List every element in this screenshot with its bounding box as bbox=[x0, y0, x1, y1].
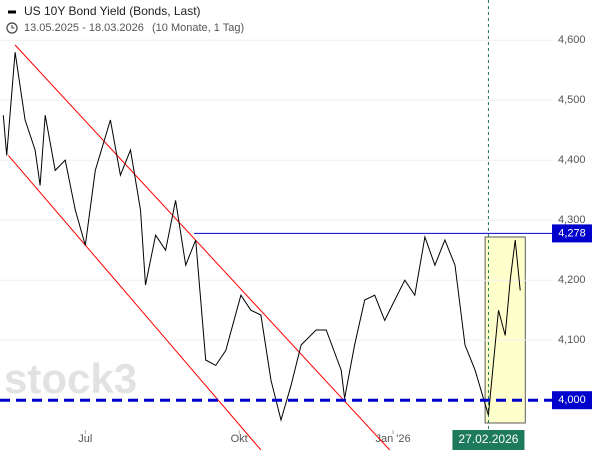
chart-title: US 10Y Bond Yield (Bonds, Last) bbox=[24, 4, 201, 18]
watermark: stock3 bbox=[4, 355, 137, 402]
clock-hands bbox=[11, 25, 15, 29]
y-tick-label: 4,200 bbox=[558, 274, 586, 286]
level-label-box bbox=[552, 391, 592, 410]
subtitle: 13.05.2025 - 18.03.2026 bbox=[24, 22, 144, 34]
crosshair-label-box bbox=[452, 430, 525, 450]
level-label-box bbox=[552, 224, 592, 243]
y-tick-label: 4,400 bbox=[558, 154, 586, 166]
x-tick-label: Okt bbox=[231, 433, 248, 445]
clock-icon bbox=[6, 22, 18, 34]
y-tick-label: 4,100 bbox=[558, 334, 586, 346]
trend-line bbox=[14, 44, 391, 450]
highlight-box bbox=[484, 236, 526, 424]
trend-line bbox=[7, 155, 262, 450]
x-tick-label: Jan '26 bbox=[376, 433, 411, 445]
y-tick-label: 4,300 bbox=[558, 214, 586, 226]
x-tick-label: Jul bbox=[78, 433, 92, 445]
y-tick-label: 4,600 bbox=[558, 34, 586, 46]
price-line bbox=[2, 52, 521, 422]
y-tick-label: 4,500 bbox=[558, 94, 586, 106]
level-label: 4,278 bbox=[558, 227, 586, 239]
level-label: 4,000 bbox=[558, 394, 586, 406]
crosshair-label: 27.02.2026 bbox=[458, 432, 518, 446]
period-note: (10 Monate, 1 Tag) bbox=[152, 22, 244, 34]
